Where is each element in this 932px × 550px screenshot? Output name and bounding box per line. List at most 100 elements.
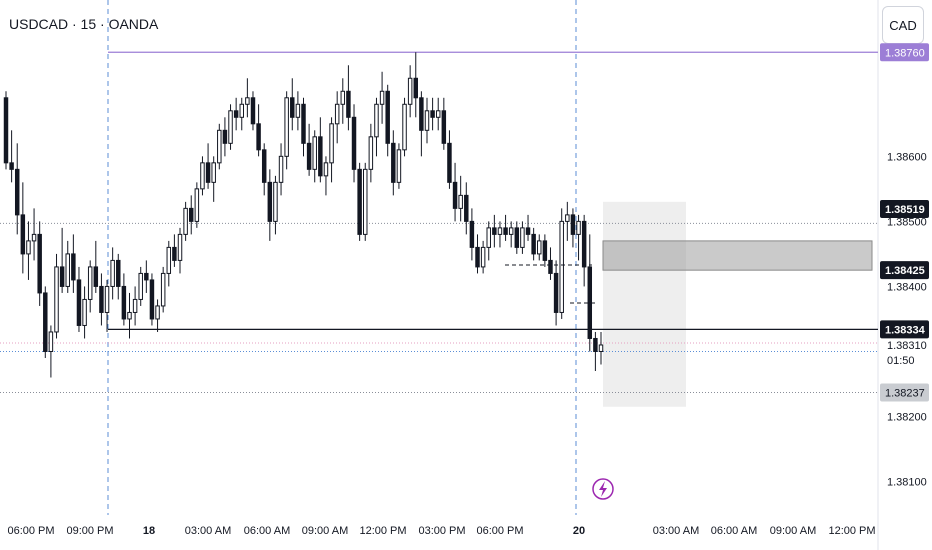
candle-body bbox=[273, 181, 278, 222]
candle-body bbox=[407, 77, 413, 105]
candle-body bbox=[413, 77, 419, 99]
candle-body bbox=[217, 129, 222, 164]
candle-body bbox=[593, 337, 598, 352]
y-axis-ticks: 1.38600 1.38500 1.38400 1.38200 1.38100 bbox=[887, 151, 927, 488]
candle-body bbox=[155, 305, 160, 320]
candle-body bbox=[447, 142, 452, 183]
price-tag-purple bbox=[880, 43, 929, 62]
candle-body bbox=[318, 136, 323, 177]
candle-body bbox=[537, 240, 542, 255]
candle-body bbox=[458, 194, 463, 209]
candle-body bbox=[31, 233, 37, 242]
candle-body bbox=[54, 266, 59, 333]
candle-body bbox=[138, 272, 143, 300]
candle-body bbox=[351, 116, 357, 170]
price-tag-text: 1.38519 bbox=[885, 204, 925, 216]
price-tag-dark bbox=[880, 320, 929, 339]
candle-body bbox=[211, 162, 216, 183]
candle-body bbox=[3, 97, 9, 164]
candle-body bbox=[497, 227, 503, 235]
candle-body bbox=[290, 97, 295, 118]
candle-body bbox=[542, 240, 548, 261]
candle-body bbox=[430, 110, 435, 118]
candle-body bbox=[121, 285, 127, 320]
candle-body bbox=[233, 110, 239, 118]
candle-body bbox=[250, 97, 256, 125]
candle-body bbox=[144, 272, 149, 281]
x-axis-ticks: 06:00 PM 09:00 PM 18 03:00 AM 06:00 AM 09:00 … bbox=[7, 525, 875, 537]
candle-body bbox=[14, 168, 20, 216]
candle-body bbox=[110, 259, 115, 287]
candle-body bbox=[357, 168, 362, 235]
candle-body bbox=[278, 155, 284, 183]
candle-body bbox=[239, 103, 244, 118]
candle-body bbox=[93, 266, 99, 287]
candle-body bbox=[9, 162, 14, 170]
levels-layer bbox=[0, 51, 878, 393]
candle-body bbox=[334, 103, 340, 125]
candle-body bbox=[548, 259, 553, 274]
lightning-icon[interactable] bbox=[592, 478, 614, 500]
price-tag-text: 1.38760 bbox=[885, 47, 925, 59]
candle-body bbox=[520, 227, 525, 248]
candle-body bbox=[559, 220, 564, 313]
candle-body bbox=[132, 298, 138, 313]
candle-body bbox=[508, 227, 514, 235]
y-tick-label: 1.38100 bbox=[887, 477, 927, 489]
candle-body bbox=[306, 142, 312, 170]
x-tick-label: 06:00 PM bbox=[476, 525, 523, 537]
candle-body bbox=[267, 181, 273, 222]
candle-body bbox=[475, 246, 480, 268]
symbol-title: USDCAD · 15 · OANDA bbox=[9, 16, 159, 32]
candle-body bbox=[166, 246, 172, 274]
bar-countdown: 01:50 bbox=[887, 355, 915, 367]
candle-body bbox=[368, 136, 374, 170]
candle-body bbox=[424, 110, 430, 131]
price-labels: 1.38760 1.38519 1.38425 1.38334 1.38310 01:50… bbox=[880, 43, 929, 402]
x-tick-label: 03:00 AM bbox=[653, 525, 699, 537]
candle-body bbox=[570, 214, 576, 235]
x-tick-label: 20 bbox=[573, 525, 585, 537]
candle-body bbox=[104, 285, 110, 313]
candle-body bbox=[503, 227, 508, 235]
candle-body bbox=[346, 90, 351, 118]
candle-body bbox=[245, 97, 250, 105]
candle-body bbox=[469, 220, 475, 248]
candle-body bbox=[576, 220, 581, 235]
entry-zone bbox=[602, 240, 873, 271]
candle-body bbox=[87, 266, 93, 300]
candle-body bbox=[441, 110, 447, 144]
candle-body bbox=[452, 181, 458, 209]
candle-body bbox=[82, 298, 87, 326]
candle-body bbox=[71, 253, 76, 281]
candle-body bbox=[37, 233, 42, 294]
candle-body bbox=[581, 220, 587, 268]
candle-body bbox=[284, 97, 289, 157]
candle-body bbox=[514, 227, 520, 248]
candle-body bbox=[374, 103, 379, 138]
candle-body bbox=[553, 272, 559, 313]
zones-layer bbox=[602, 201, 873, 407]
candle-body bbox=[65, 253, 70, 287]
x-tick-label: 09:00 AM bbox=[302, 525, 348, 537]
price-tag-gray bbox=[880, 383, 929, 402]
price-tag-dark bbox=[880, 261, 929, 280]
candle-body bbox=[329, 123, 334, 164]
x-tick-label: 12:00 PM bbox=[828, 525, 875, 537]
candles-layer bbox=[3, 52, 604, 378]
candle-body bbox=[385, 90, 390, 144]
candle-body bbox=[525, 227, 531, 235]
candle-body bbox=[486, 227, 491, 248]
target-zone bbox=[603, 201, 686, 407]
candle-body bbox=[194, 188, 200, 222]
candle-body bbox=[492, 227, 497, 235]
candle-body bbox=[116, 259, 121, 287]
candle-body bbox=[149, 279, 155, 320]
candle-body bbox=[59, 266, 65, 287]
candle-body bbox=[205, 162, 211, 183]
candle-body bbox=[531, 233, 536, 255]
candle-body bbox=[396, 149, 402, 183]
x-tick-label: 12:00 PM bbox=[359, 525, 406, 537]
candle-body bbox=[20, 214, 26, 255]
